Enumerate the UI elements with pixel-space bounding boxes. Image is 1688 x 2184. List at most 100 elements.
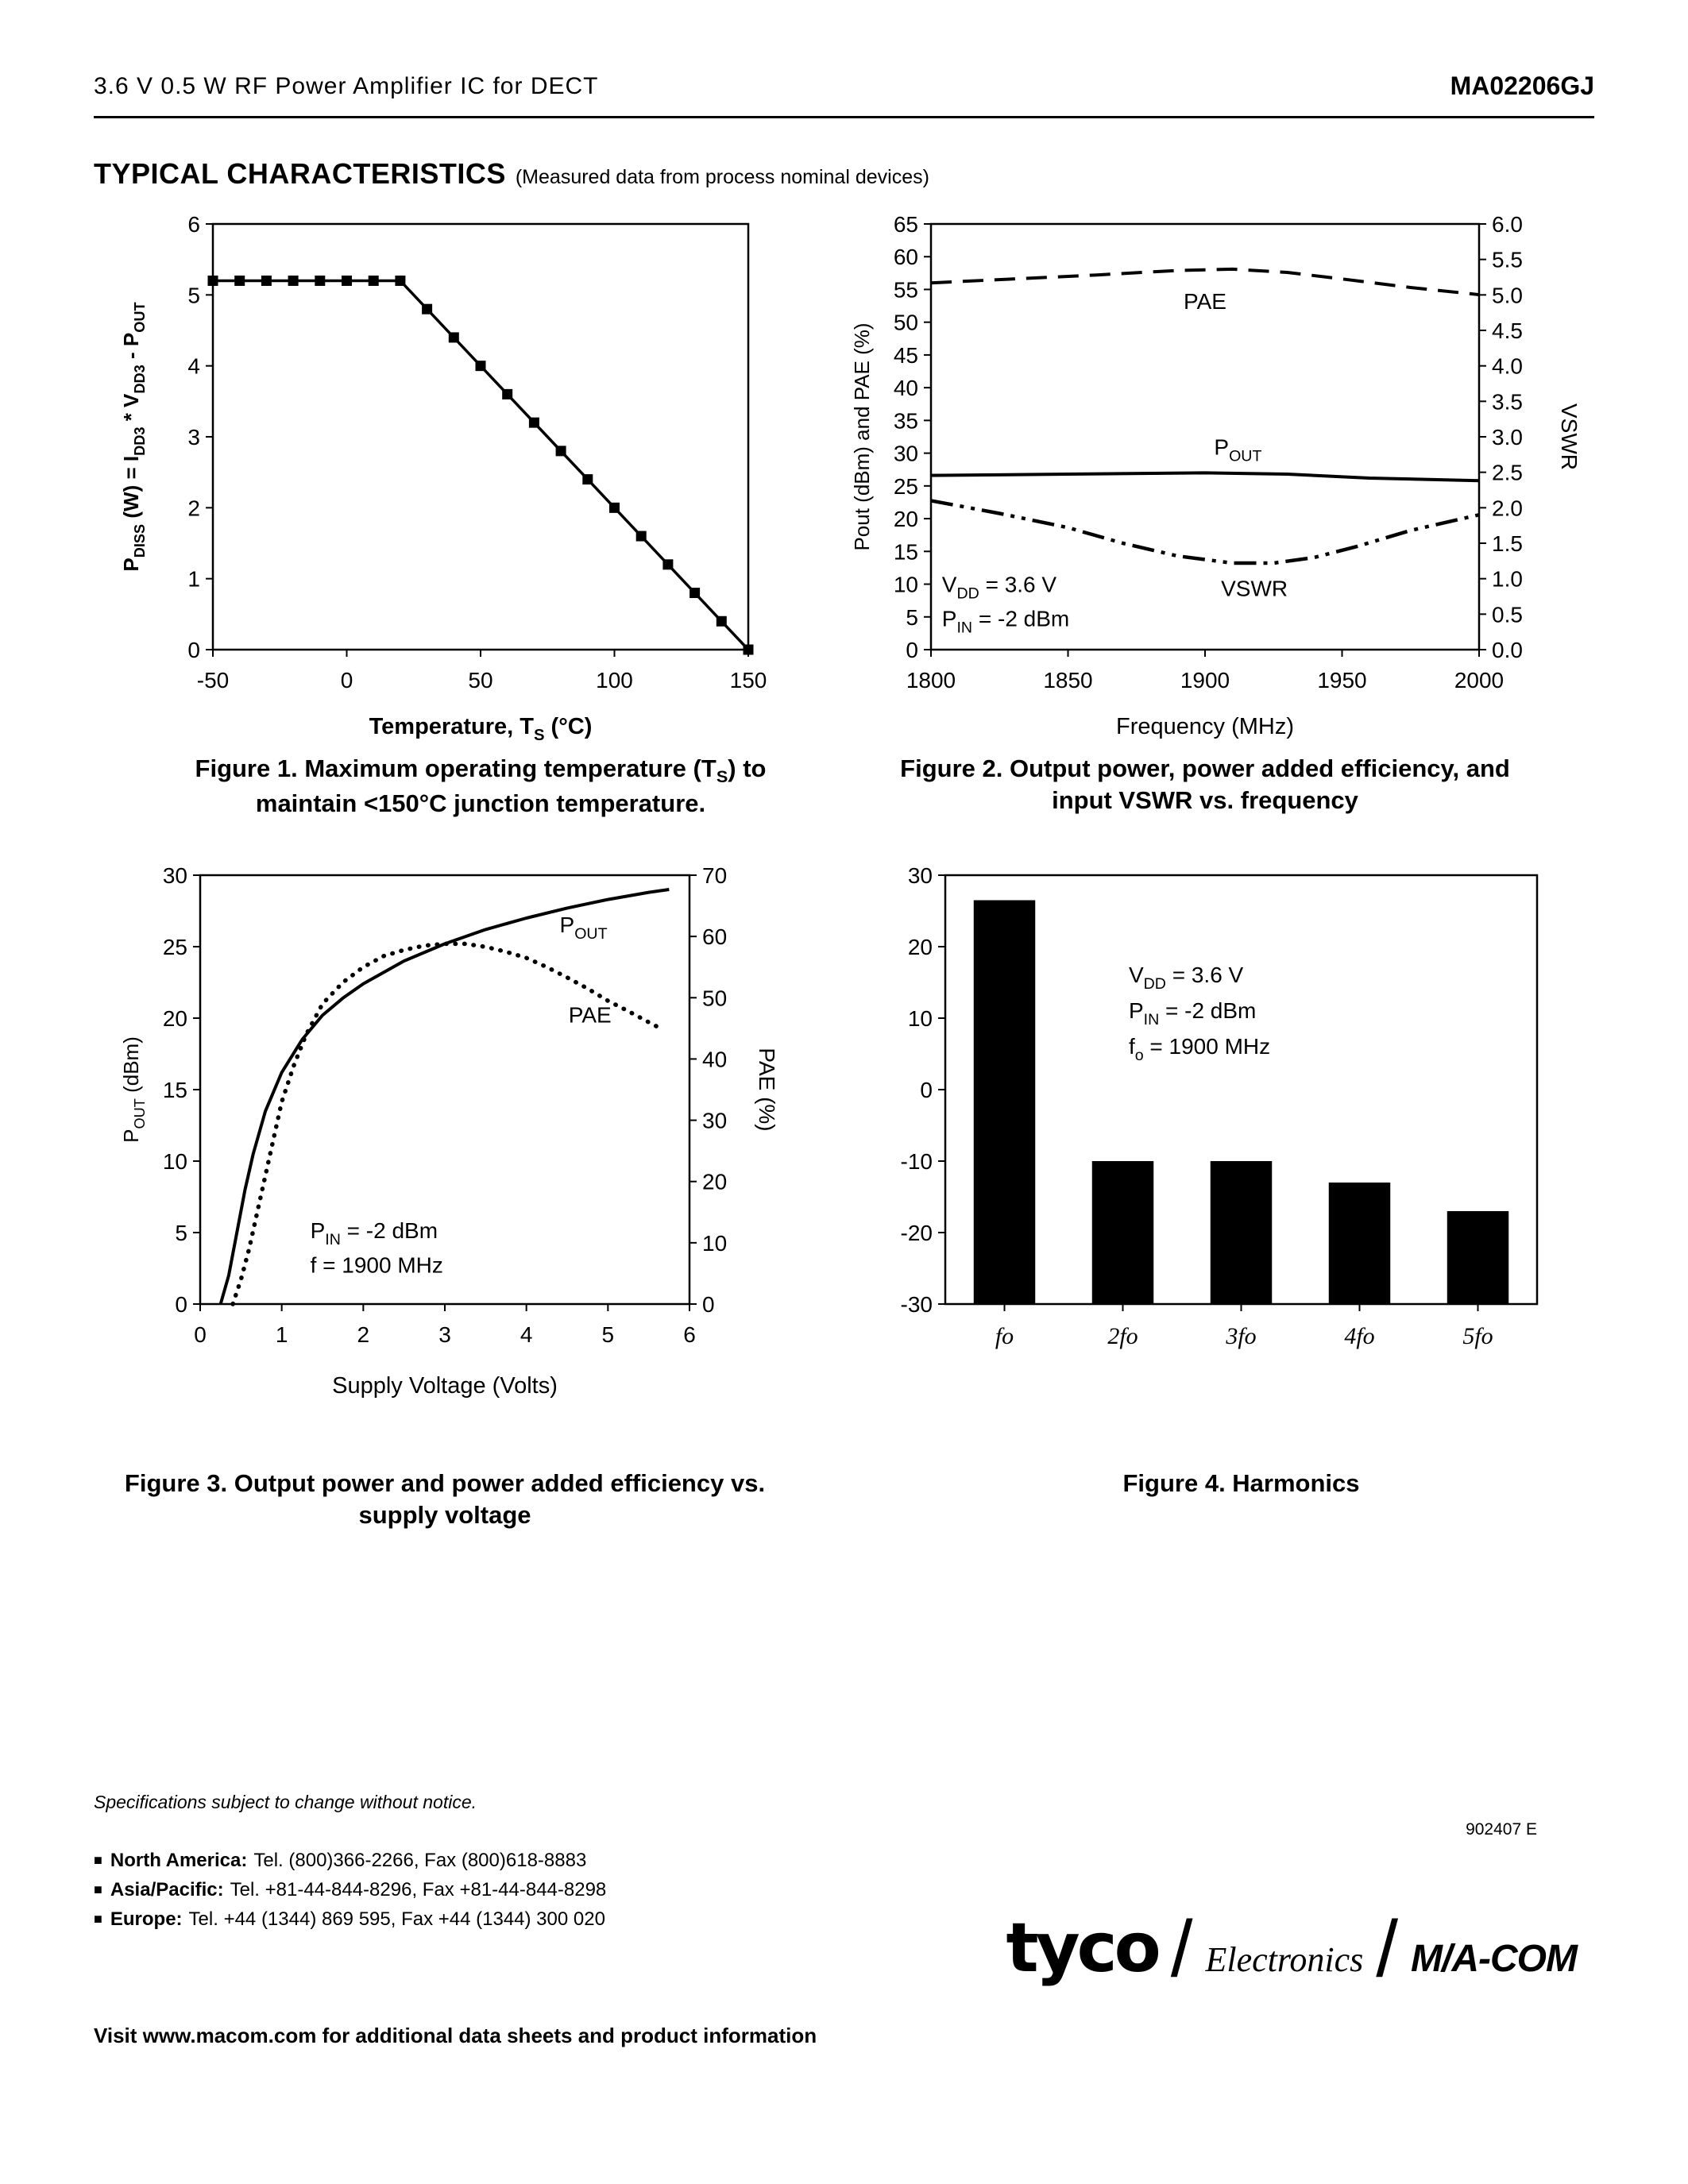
svg-text:2: 2: [187, 496, 200, 520]
svg-text:f = 1900 MHz: f = 1900 MHz: [311, 1252, 443, 1277]
svg-text:0: 0: [702, 1292, 715, 1317]
svg-text:PAE: PAE: [1184, 289, 1226, 314]
svg-text:1900: 1900: [1180, 668, 1230, 693]
svg-text:Supply Voltage (Volts): Supply Voltage (Volts): [332, 1373, 558, 1399]
svg-text:5.0: 5.0: [1492, 283, 1523, 307]
part-number: MA02206GJ: [1450, 71, 1594, 100]
svg-text:0.5: 0.5: [1492, 602, 1523, 627]
svg-text:3: 3: [438, 1322, 451, 1347]
svg-text:40: 40: [894, 376, 918, 400]
svg-text:VSWR: VSWR: [1221, 576, 1288, 600]
svg-text:50: 50: [894, 311, 918, 335]
svg-text:1950: 1950: [1317, 668, 1366, 693]
svg-text:20: 20: [894, 507, 918, 531]
svg-text:0: 0: [341, 668, 353, 693]
svg-text:25: 25: [163, 935, 187, 959]
svg-text:4.5: 4.5: [1492, 318, 1523, 343]
square-bullet-icon: ■: [94, 1852, 102, 1868]
svg-text:0: 0: [187, 638, 200, 662]
svg-text:100: 100: [596, 668, 633, 693]
contact-north-america: ■ North America: Tel. (800)366-2266, Fax (…: [94, 1846, 606, 1875]
square-bullet-icon: ■: [94, 1911, 102, 1927]
square-bullet-icon: ■: [94, 1881, 102, 1897]
svg-text:35: 35: [894, 408, 918, 433]
svg-text:-20: -20: [901, 1221, 933, 1245]
contact-asia-pacific: ■ Asia/Pacific: Tel. +81-44-844-8296, Fax …: [94, 1875, 606, 1904]
svg-text:PAE: PAE: [569, 1002, 612, 1027]
svg-text:-10: -10: [901, 1149, 933, 1174]
svg-text:PAE (%): PAE (%): [755, 1048, 778, 1131]
svg-text:PIN = -2 dBm: PIN = -2 dBm: [942, 606, 1069, 636]
macom-wordmark: M/A-COM: [1411, 1938, 1578, 1980]
svg-text:5fo: 5fo: [1462, 1323, 1493, 1349]
svg-text:30: 30: [894, 442, 918, 466]
svg-text:1850: 1850: [1043, 668, 1092, 693]
svg-text:fo = 1900 MHz: fo = 1900 MHz: [1129, 1034, 1270, 1064]
svg-text:0: 0: [906, 638, 918, 662]
figure4-caption: Figure 4. Harmonics: [1122, 1469, 1360, 1497]
svg-text:70: 70: [702, 863, 727, 888]
svg-text:fo: fo: [995, 1323, 1014, 1349]
document-number: 902407 E: [1466, 1820, 1537, 1839]
svg-text:20: 20: [908, 935, 933, 959]
section-subtitle: (Measured data from process nominal devi…: [515, 166, 929, 188]
svg-text:1: 1: [187, 567, 200, 592]
svg-text:0: 0: [920, 1078, 933, 1102]
section-heading: TYPICAL CHARACTERISTICS (Measured data fr…: [94, 157, 929, 191]
svg-text:5.5: 5.5: [1492, 248, 1523, 272]
svg-text:2.5: 2.5: [1492, 461, 1523, 485]
svg-text:55: 55: [894, 277, 918, 302]
svg-text:4fo: 4fo: [1344, 1323, 1374, 1349]
svg-text:VSWR: VSWR: [1557, 403, 1581, 470]
svg-text:150: 150: [730, 668, 767, 693]
figure3-pout-pae-vs-supply-voltage-chart: 0 1 2 3 4 5 6051015202530010203040506070POUTPA…: [111, 858, 778, 1414]
spec-change-note: Specifications subject to change without…: [94, 1792, 477, 1812]
svg-text:10: 10: [702, 1231, 727, 1256]
svg-text:1: 1: [276, 1322, 288, 1347]
svg-text:50: 50: [702, 986, 727, 1010]
svg-text:Temperature, TS (°C): Temperature, TS (°C): [369, 714, 593, 744]
svg-text:1800: 1800: [906, 668, 956, 693]
figure1-pdiss-vs-temperature-chart: -50 0 50 100 150 0 1 2 3 4 5 6 Temperature, TS (°C) P…: [111, 206, 778, 754]
svg-text:6: 6: [683, 1322, 696, 1347]
svg-text:40: 40: [702, 1047, 727, 1071]
logo-slash-icon: /: [1376, 1904, 1399, 1993]
electronics-wordmark: Electronics: [1205, 1940, 1364, 1979]
contact-info: Tel. +81-44-844-8296, Fax +81-44-844-829…: [230, 1879, 607, 1900]
figure1-caption: Figure 1. Maximum operating temperature …: [195, 754, 767, 818]
svg-text:4: 4: [187, 354, 200, 379]
contact-europe: ■ Europe: Tel. +44 (1344) 869 595, Fax +44…: [94, 1904, 606, 1934]
svg-text:-30: -30: [901, 1292, 933, 1317]
svg-text:POUT: POUT: [1214, 434, 1261, 465]
svg-text:PIN = -2 dBm: PIN = -2 dBm: [1129, 998, 1256, 1028]
contact-info: Tel. (800)366-2266, Fax (800)618-8883: [253, 1850, 587, 1871]
document-title: 3.6 V 0.5 W RF Power Amplifier IC for DE…: [94, 73, 599, 99]
svg-text:-50: -50: [197, 668, 229, 693]
svg-text:6.0: 6.0: [1492, 212, 1523, 237]
svg-text:15: 15: [894, 539, 918, 564]
svg-text:10: 10: [163, 1149, 187, 1174]
svg-text:5: 5: [175, 1221, 187, 1245]
section-title: TYPICAL CHARACTERISTICS: [94, 157, 506, 190]
svg-text:2000: 2000: [1454, 668, 1504, 693]
svg-text:PDISS (W) = IDD3 * VDD3 - POUT: PDISS (W) = IDD3 * VDD3 - POUT: [119, 302, 148, 571]
contact-region: North America:: [110, 1850, 248, 1871]
svg-text:20: 20: [163, 1006, 187, 1031]
svg-text:30: 30: [702, 1109, 727, 1133]
svg-text:0.0: 0.0: [1492, 638, 1523, 662]
svg-text:3fo: 3fo: [1225, 1323, 1256, 1349]
svg-text:45: 45: [894, 343, 918, 368]
svg-text:20: 20: [702, 1170, 727, 1194]
svg-text:POUT (dBm): POUT (dBm): [119, 1036, 148, 1143]
svg-text:5: 5: [187, 283, 200, 307]
svg-text:10: 10: [894, 573, 918, 597]
svg-text:0: 0: [175, 1292, 187, 1317]
svg-text:30: 30: [908, 863, 933, 888]
svg-text:30: 30: [163, 863, 187, 888]
svg-text:0: 0: [194, 1322, 207, 1347]
svg-text:Pout (dBm) and PAE (%): Pout (dBm) and PAE (%): [850, 322, 874, 550]
svg-text:60: 60: [702, 924, 727, 949]
contact-region: Europe:: [110, 1908, 183, 1930]
svg-text:POUT: POUT: [560, 913, 608, 943]
